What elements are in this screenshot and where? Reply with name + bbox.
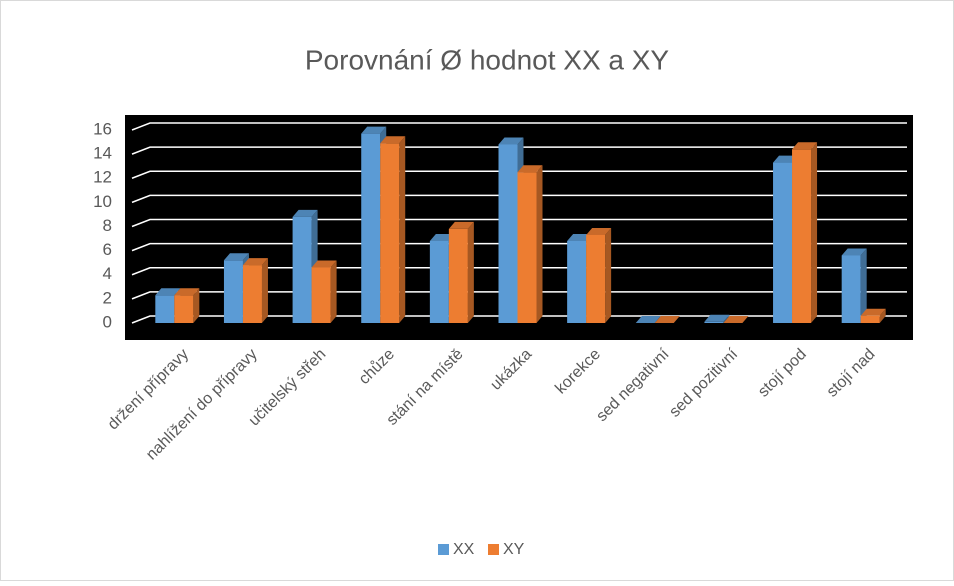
y-tick-label: 16 [93, 119, 112, 138]
bar-top [841, 248, 867, 256]
bar [792, 149, 812, 323]
y-tick-label: 8 [103, 216, 112, 235]
bar-top [292, 209, 318, 217]
bar-side [467, 221, 474, 323]
bar-top [586, 227, 612, 235]
grid-line [131, 218, 907, 228]
y-tick-label: 6 [103, 240, 112, 259]
bar [567, 240, 587, 323]
bar [311, 267, 331, 323]
bar-top [155, 288, 181, 296]
legend-label: XY [503, 541, 525, 558]
bar [174, 295, 194, 323]
bar-side [536, 165, 543, 323]
bar-side [399, 136, 406, 323]
bar-top [517, 165, 543, 173]
y-tick-label: 14 [93, 144, 112, 163]
bar-top [380, 136, 406, 144]
y-tick-label: 2 [103, 288, 112, 307]
bar-top [567, 233, 593, 241]
bar-side [723, 314, 730, 323]
legend-label: XX [453, 541, 475, 558]
grid-line [131, 291, 907, 300]
bar [155, 295, 175, 323]
bar-top [429, 233, 455, 241]
grid-line [131, 146, 907, 155]
bar [223, 260, 243, 323]
bar-top [242, 258, 268, 266]
bar-side [860, 248, 867, 323]
bar [860, 315, 880, 323]
bar [448, 228, 468, 323]
bar-top [448, 221, 474, 229]
bar-side [193, 288, 200, 323]
chart-title: Porovnání Ø hodnot XX a XY [305, 44, 670, 75]
y-tick-label: 0 [103, 312, 112, 331]
bar-top [860, 308, 886, 316]
bar [242, 265, 262, 323]
grid-line [131, 170, 907, 179]
bar-top [635, 316, 661, 323]
bar [361, 133, 381, 323]
bar-side [605, 227, 612, 323]
bar-side [261, 258, 268, 323]
legend-swatch [488, 544, 499, 555]
bar-side [879, 308, 886, 323]
y-tick-label: 12 [93, 168, 112, 187]
y-tick-label: 10 [93, 192, 112, 211]
bar-top [654, 316, 680, 323]
bar [841, 255, 861, 323]
bar-side [330, 260, 337, 323]
bar-top [792, 142, 818, 150]
bar [773, 162, 793, 323]
grid-line [131, 242, 907, 252]
grid-line [131, 194, 907, 204]
bar-top [723, 316, 749, 323]
bar-top [361, 126, 387, 134]
bar-top [704, 314, 730, 322]
bar [498, 144, 518, 323]
bar-side [811, 142, 818, 323]
grid-line [131, 267, 907, 276]
bar-top [174, 288, 200, 296]
y-tick-label: 4 [103, 264, 112, 283]
bar [429, 240, 449, 323]
bar [586, 234, 606, 323]
legend-swatch [438, 544, 449, 555]
bar [704, 321, 724, 323]
bar [517, 172, 537, 323]
bar [292, 216, 312, 323]
bar [380, 143, 400, 323]
bar-top [223, 253, 249, 261]
bar-top [311, 260, 337, 268]
bar-top [773, 155, 799, 163]
bar-top [498, 137, 524, 145]
grid-line [131, 122, 907, 131]
